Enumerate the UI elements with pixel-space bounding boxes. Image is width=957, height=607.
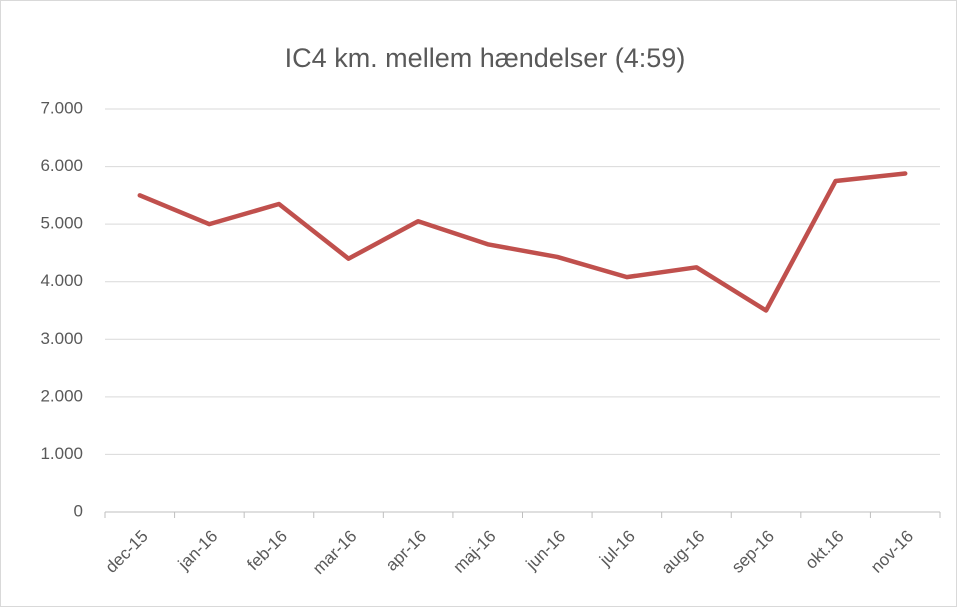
y-tick-label: 1.000 [40, 444, 83, 463]
y-tick-label: 3.000 [40, 329, 83, 348]
y-tick-label: 0 [74, 501, 83, 520]
data-line [137, 171, 908, 313]
y-tick-label: 6.000 [40, 156, 83, 175]
chart-title: IC4 km. mellem hændelser (4:59) [285, 43, 686, 73]
y-tick-label: 5.000 [40, 214, 83, 233]
y-tick-label: 7.000 [40, 98, 83, 117]
y-tick-label: 2.000 [40, 386, 83, 405]
y-tick-label: 4.000 [40, 271, 83, 290]
